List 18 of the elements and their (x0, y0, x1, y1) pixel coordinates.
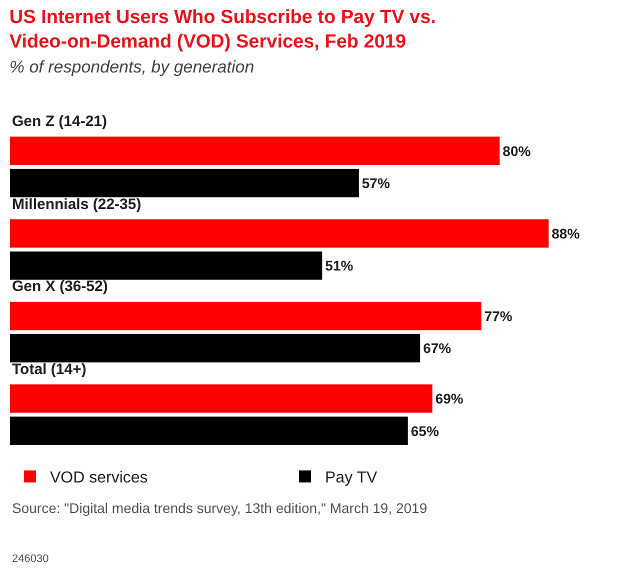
data-label: 88% (552, 225, 580, 242)
y-tick-label: Total (14+) (12, 361, 86, 378)
data-label: 77% (484, 308, 513, 324)
data-label: 65% (410, 422, 440, 439)
y-tick-label: Gen Z (14-21) (12, 113, 108, 130)
data-label: 57% (362, 175, 390, 192)
source-note: Source: "Digital media trends survey, 13th edition," March 19, 2019 (12, 500, 428, 516)
data-label: 51% (325, 258, 354, 274)
legend-label: VOD services (50, 470, 148, 487)
text: 246030 (12, 553, 49, 565)
y-tick-label: Gen X (36-52) (12, 278, 108, 295)
data-label: 67% (423, 340, 452, 356)
legend-label: Pay TV (325, 470, 378, 487)
y-tick-label: Millennials (22-35) (12, 196, 142, 213)
data-label: 69% (435, 390, 464, 407)
chart-subtitle: % of respondents, by generation (9, 57, 254, 76)
data-label: 80% (502, 142, 532, 159)
chart-title: US Internet Users Who Subscribe to Pay TV vs. Video-on-Demand (VOD) Services, Feb 2019 (9, 7, 436, 53)
